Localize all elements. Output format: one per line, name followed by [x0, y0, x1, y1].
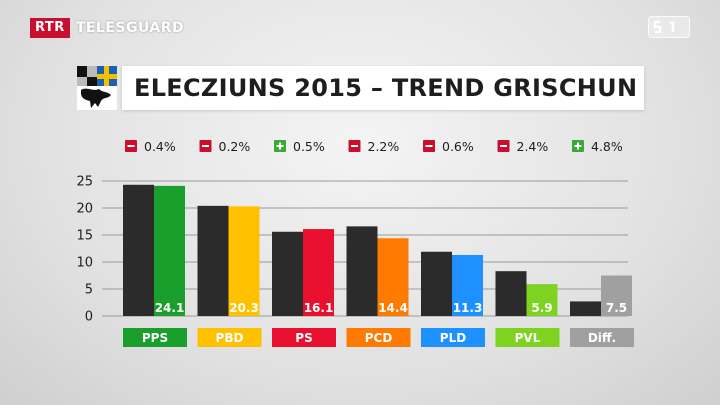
category-chip	[123, 328, 187, 347]
bar-previous	[123, 184, 154, 316]
change-label: 2.2%	[368, 139, 400, 154]
category-chip	[197, 328, 262, 347]
change-label: 0.6%	[442, 139, 474, 154]
bar-previous	[197, 205, 229, 316]
x-tick-label: PLD	[440, 331, 466, 345]
category-chip	[570, 328, 634, 347]
title-banner: ELECZIUNS 2015 – TREND GRISCHUN	[122, 66, 644, 110]
sign-bar-h	[500, 145, 507, 147]
bar-previous	[346, 226, 378, 316]
chart-title: ELECZIUNS 2015 – TREND GRISCHUN	[134, 74, 638, 102]
srf1-channel-icon	[648, 16, 690, 38]
broadcaster-logo: RTR TELESGUARD	[30, 18, 184, 38]
x-tick-label: PCD	[365, 331, 393, 345]
bar-current	[303, 229, 334, 316]
brand-badge: RTR	[30, 18, 70, 38]
change-label: 0.2%	[219, 139, 251, 154]
bar-previous	[272, 231, 303, 316]
x-tick-label: PBD	[216, 331, 244, 345]
category-chip	[272, 328, 336, 347]
sign-bar-v	[577, 142, 579, 150]
bar-current	[377, 238, 409, 316]
change-label: 2.4%	[517, 139, 549, 154]
data-label: 7.5	[606, 301, 627, 315]
x-tick-label: PPS	[142, 331, 168, 345]
x-tick-label: Diff.	[588, 331, 616, 345]
data-label: 24.1	[155, 301, 185, 315]
change-label: 0.5%	[293, 139, 325, 154]
bar-current	[154, 185, 185, 316]
sign-bar-h	[425, 145, 433, 147]
change-label: 4.8%	[591, 139, 623, 154]
bar-current	[228, 206, 260, 316]
sign-bar-v	[279, 142, 281, 150]
x-tick-label: PVL	[515, 331, 541, 345]
data-label: 16.1	[304, 301, 334, 315]
change-label: 0.4%	[144, 139, 176, 154]
data-label: 20.3	[229, 301, 259, 315]
bar-previous	[570, 301, 601, 316]
data-label: 11.3	[453, 301, 483, 315]
data-label: 5.9	[531, 301, 552, 315]
graubuenden-crest-icon	[77, 66, 117, 110]
y-tick-label: 0	[85, 310, 93, 325]
category-chip	[421, 328, 485, 347]
bar-current	[526, 284, 558, 316]
sign-bar-h	[127, 145, 135, 147]
y-tick-label: 25	[76, 175, 93, 190]
brand-name: TELESGUARD	[75, 20, 185, 36]
y-tick-label: 15	[76, 229, 93, 244]
category-chip	[495, 328, 560, 347]
data-label: 14.4	[378, 301, 408, 315]
y-tick-label: 5	[85, 283, 93, 298]
y-tick-label: 10	[76, 256, 93, 271]
sign-bar-h	[351, 145, 358, 147]
x-tick-label: PS	[295, 331, 312, 345]
category-chip	[346, 328, 411, 347]
bar-previous	[495, 271, 527, 316]
bar-current	[601, 275, 632, 316]
y-tick-label: 20	[76, 202, 93, 217]
bar-previous	[421, 251, 452, 316]
sign-bar-h	[202, 145, 209, 147]
bar-current	[452, 254, 483, 316]
